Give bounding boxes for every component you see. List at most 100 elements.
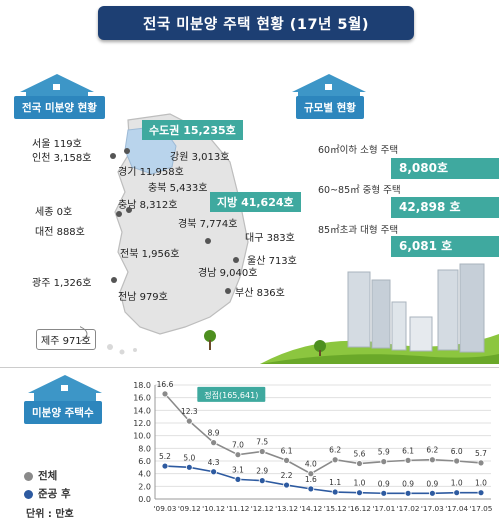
y-tick-label: 2.0 <box>138 482 151 491</box>
data-point-total <box>356 460 363 467</box>
capital-area-tag: 수도권 15,235호 <box>142 120 243 140</box>
legend-completed: 준공 후 <box>24 486 71 501</box>
data-label-completed: 0.9 <box>402 479 414 488</box>
pin-marker <box>111 277 117 283</box>
pin-marker <box>110 153 116 159</box>
peak-annotation: 정점(165,641) <box>204 390 258 400</box>
data-point-completed <box>234 475 242 483</box>
pin-marker <box>116 211 122 217</box>
data-label-completed: 1.0 <box>475 479 487 488</box>
data-point-completed <box>258 477 266 485</box>
legend-completed-label: 준공 후 <box>38 488 71 500</box>
data-label-completed: 2.9 <box>256 467 268 476</box>
size-medium-value: 42,898 호 <box>391 197 499 218</box>
legend-total: 전체 <box>24 468 57 483</box>
data-point-total <box>185 417 193 425</box>
region-jeonnam: 전남 979호 <box>118 292 168 303</box>
y-tick-label: 6.0 <box>138 457 151 466</box>
region-chungnam: 충남 8,312호 <box>118 200 178 211</box>
region-gangwon: 강원 3,013호 <box>170 152 230 163</box>
city-illustration <box>260 263 499 364</box>
data-label-completed: 4.3 <box>208 458 220 467</box>
korea-map <box>80 113 249 355</box>
data-point-completed <box>185 463 193 471</box>
data-label-total: 16.6 <box>157 380 174 389</box>
data-label-completed: 5.2 <box>159 452 171 461</box>
data-label-completed: 1.0 <box>451 479 463 488</box>
data-point-total <box>428 456 436 464</box>
data-point-total <box>477 459 485 467</box>
data-label-total: 5.6 <box>353 450 365 459</box>
legend-total-swatch <box>24 471 33 481</box>
legend-total-label: 전체 <box>38 470 58 482</box>
region-daejeon: 대전 888호 <box>35 227 85 238</box>
size-small-value: 8,080호 <box>391 158 499 179</box>
y-tick-label: 8.0 <box>138 444 151 453</box>
line-chart: 0.0 2.0 4.0 6.0 8.0 10.0 12.0 14.0 16.0 18.0 '09.0… <box>133 380 493 513</box>
data-label-completed: 1.0 <box>353 479 365 488</box>
x-tick-label: '17.05 <box>470 504 493 513</box>
data-label-completed: 1.6 <box>305 475 317 484</box>
peak-annotation-box <box>197 386 266 402</box>
size-large-label: 85㎡초과 대형 주택 <box>318 225 399 236</box>
pin-marker <box>233 257 239 263</box>
region-incheon: 인천 3,158호 <box>32 153 92 164</box>
data-point-total <box>453 457 461 465</box>
house-icon <box>28 375 102 403</box>
x-tick-label: '09.12 <box>178 504 201 513</box>
data-point-completed <box>477 489 485 497</box>
section-count-label: 미분양 주택수 <box>24 401 102 424</box>
pin-marker <box>126 207 132 213</box>
region-daegu: 대구 383호 <box>245 233 295 244</box>
y-tick-label: 16.0 <box>133 394 151 403</box>
region-jeju: 제주 971호 <box>36 329 96 350</box>
data-point-completed <box>356 489 363 497</box>
unit-label: 단위 : 만호 <box>26 509 74 520</box>
data-label-total: 6.2 <box>426 446 438 455</box>
data-point-total <box>307 470 315 478</box>
data-point-completed <box>307 485 315 493</box>
y-tick-label: 4.0 <box>138 470 151 479</box>
legend-completed-swatch <box>24 489 33 499</box>
data-label-total: 7.5 <box>256 438 268 447</box>
region-seoul: 서울 119호 <box>32 139 82 150</box>
x-tick-label: '11.12 <box>226 504 249 513</box>
data-label-completed: 0.9 <box>378 479 390 488</box>
data-point-total <box>380 458 388 466</box>
x-tick-label: '15.12 <box>324 504 347 513</box>
x-tick-label: '17.02 <box>397 504 420 513</box>
data-point-total <box>161 390 169 398</box>
region-busan: 부산 836호 <box>235 288 285 299</box>
series-line-completed <box>164 465 481 495</box>
tree-icon <box>204 330 216 350</box>
data-label-completed: 5.0 <box>183 453 195 462</box>
data-label-total: 6.2 <box>329 446 341 455</box>
data-point-completed <box>380 489 388 497</box>
data-label-total: 6.1 <box>402 446 414 455</box>
x-tick-label: '13.12 <box>275 504 298 513</box>
data-point-total <box>258 448 266 455</box>
data-point-completed <box>210 468 218 476</box>
section-divider <box>0 367 499 368</box>
region-jeonbuk: 전북 1,956호 <box>120 249 180 260</box>
data-point-completed <box>428 489 436 497</box>
data-point-total <box>404 456 412 464</box>
region-gwangju: 광주 1,326호 <box>32 278 92 289</box>
data-point-total <box>331 456 339 464</box>
region-gyeongnam: 경남 9,040호 <box>198 268 258 279</box>
data-label-total: 6.1 <box>281 446 293 455</box>
series-line-total <box>164 393 482 475</box>
data-label-completed: 1.1 <box>329 478 341 487</box>
region-sejong: 세종 0호 <box>35 207 73 218</box>
size-medium-label: 60~85㎡ 중형 주택 <box>318 185 401 196</box>
data-label-total: 4.0 <box>305 460 317 469</box>
data-label-total: 5.9 <box>378 448 390 457</box>
section-size-label: 규모별 현황 <box>296 96 364 119</box>
x-tick-label: '10.12 <box>202 504 225 513</box>
data-point-completed <box>404 489 412 497</box>
data-label-total: 5.7 <box>475 449 487 458</box>
data-label-completed: 3.1 <box>232 465 244 474</box>
y-tick-label: 0.0 <box>138 495 151 504</box>
data-label-total: 7.0 <box>232 441 244 450</box>
size-small-label: 60㎡이하 소형 주택 <box>318 145 399 156</box>
